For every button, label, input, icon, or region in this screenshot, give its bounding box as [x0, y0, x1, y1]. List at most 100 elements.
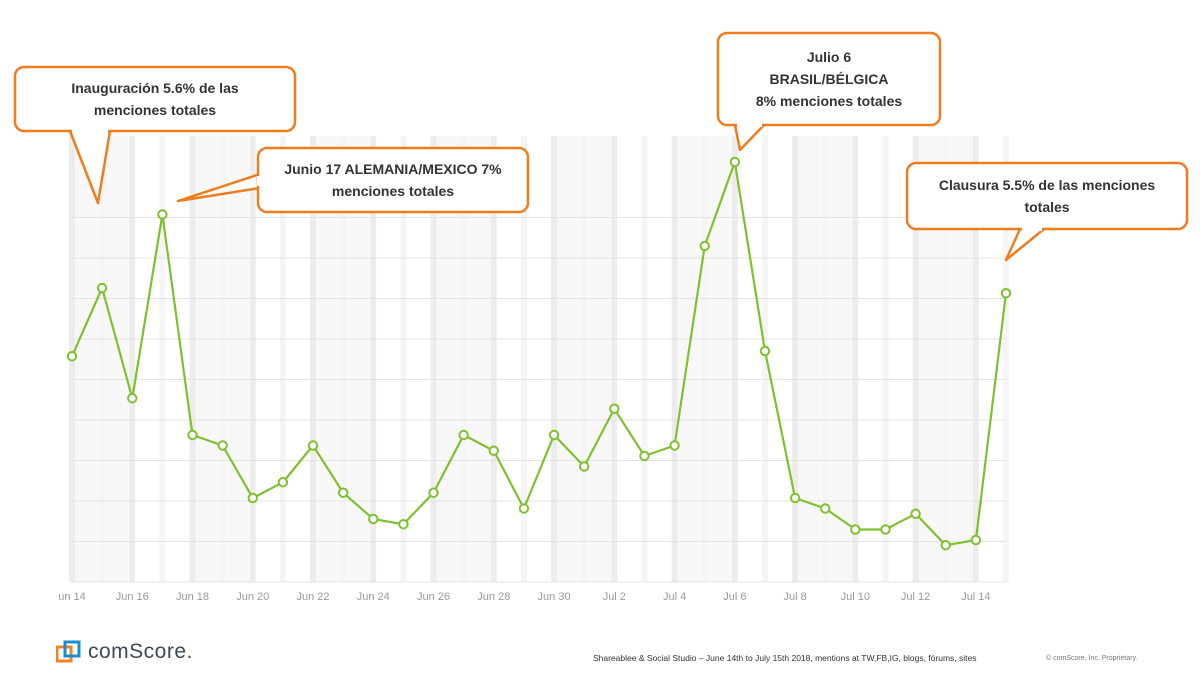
day-band: [105, 136, 130, 582]
day-stripe: [370, 136, 377, 582]
callout-text: Julio 6: [807, 49, 852, 65]
data-point: [940, 540, 951, 551]
data-point: [1000, 288, 1012, 299]
data-point: [578, 461, 590, 472]
data-point: [96, 282, 108, 294]
data-point: [729, 156, 741, 168]
day-stripe: [1003, 136, 1009, 582]
day-stripe: [761, 136, 768, 582]
line-chart: un 14 Jun 16 Jun 18 Jun 20 Jun 22 Jun 24 Jun 2…: [13, 31, 1189, 603]
x-tick-label: Jul 14: [961, 591, 990, 603]
data-source-note: Shareablee & Social Studio – June 14th t…: [593, 653, 977, 663]
data-point: [518, 503, 530, 514]
day-stripe: [520, 136, 527, 582]
data-points: [66, 156, 1012, 551]
data-point: [609, 403, 620, 414]
day-band: [75, 136, 100, 582]
day-stripe: [912, 136, 919, 582]
data-point: [699, 240, 710, 252]
data-point: [157, 209, 168, 220]
x-axis-ticks: un 14 Jun 16 Jun 18 Jun 20 Jun 22 Jun 24 Jun 2…: [58, 591, 990, 603]
day-stripe: [159, 136, 166, 582]
data-point: [127, 393, 138, 404]
day-stripe: [852, 136, 859, 582]
data-point: [910, 508, 921, 519]
callout-text: Junio 17 ALEMANIA/MEXICO 7%: [284, 161, 502, 177]
callout-pointer: [1004, 227, 1046, 262]
data-point: [820, 503, 831, 514]
data-point: [217, 440, 228, 451]
data-point: [398, 519, 409, 530]
day-band: [677, 136, 702, 582]
day-stripe: [701, 136, 708, 582]
day-band: [617, 136, 642, 582]
day-stripe: [99, 136, 106, 582]
data-point: [970, 534, 982, 546]
day-band: [587, 136, 612, 582]
day-stripe: [249, 136, 256, 582]
data-point: [368, 513, 379, 525]
day-band: [195, 136, 220, 582]
day-stripe: [882, 136, 889, 582]
data-point: [277, 477, 289, 488]
data-point: [307, 440, 319, 451]
x-tick-label: Jun 30: [538, 591, 571, 603]
series-line: [70, 160, 1008, 547]
data-point: [759, 345, 771, 357]
callout-text: Inauguración 5.6% de las: [71, 80, 238, 96]
day-band: [557, 136, 582, 582]
annotation-callout: Julio 6 BRASIL/BÉLGICA 8% menciones totale…: [716, 31, 942, 152]
day-stripe: [129, 136, 136, 582]
data-point: [428, 487, 439, 498]
day-band: [526, 136, 552, 582]
data-point: [669, 440, 680, 451]
data-point: [639, 450, 650, 462]
data-point: [850, 524, 861, 535]
day-stripe: [310, 136, 317, 582]
x-tick-label: Jul 4: [663, 591, 686, 603]
comscore-logo: comScore.: [56, 640, 193, 664]
x-tick-label: Jun 24: [357, 591, 390, 603]
day-band: [647, 136, 672, 582]
logo-text: comScore.: [88, 640, 193, 663]
day-stripe: [219, 136, 226, 582]
day-band: [165, 136, 190, 582]
day-stripe: [792, 136, 799, 582]
annotation-callout: Clausura 5.5% de las menciones totales: [905, 161, 1189, 262]
copyright-note: © comScore, Inc. Proprietary.: [1046, 655, 1138, 662]
annotation-callout: Junio 17 ALEMANIA/MEXICO 7% menciones tot…: [176, 146, 530, 214]
x-tick-label: Jun 22: [297, 591, 330, 603]
callout-box: [256, 146, 530, 214]
day-stripe: [731, 136, 738, 582]
data-point: [548, 429, 560, 441]
x-tick-label: un 14: [58, 591, 86, 603]
day-stripe: [490, 136, 497, 582]
day-stripe: [942, 136, 949, 582]
x-tick-label: Jun 28: [477, 591, 510, 603]
day-band: [798, 136, 823, 582]
x-tick-label: Jun 20: [236, 591, 269, 603]
gridlines: [72, 217, 1006, 583]
callout-text: totales: [1024, 199, 1069, 215]
day-stripe: [581, 136, 588, 582]
day-stripe: [279, 136, 286, 582]
callout-box: [716, 31, 942, 127]
data-point: [789, 492, 801, 504]
data-point: [458, 429, 469, 441]
data-point: [337, 487, 349, 498]
day-stripes: [69, 136, 1009, 582]
data-point: [488, 445, 500, 456]
data-point: [247, 492, 258, 504]
callout-text: BRASIL/BÉLGICA: [770, 71, 889, 87]
day-stripe: [822, 136, 829, 582]
day-stripe: [641, 136, 648, 582]
day-stripe: [551, 136, 558, 582]
day-stripe: [611, 136, 618, 582]
day-stripe: [972, 136, 979, 582]
data-point: [66, 351, 78, 362]
x-tick-label: Jul 8: [783, 591, 806, 603]
data-point: [880, 524, 891, 535]
annotations: Inauguración 5.6% de las menciones totale…: [13, 31, 1189, 262]
day-stripe: [671, 136, 678, 582]
callout-text: 8% menciones totales: [756, 93, 902, 109]
